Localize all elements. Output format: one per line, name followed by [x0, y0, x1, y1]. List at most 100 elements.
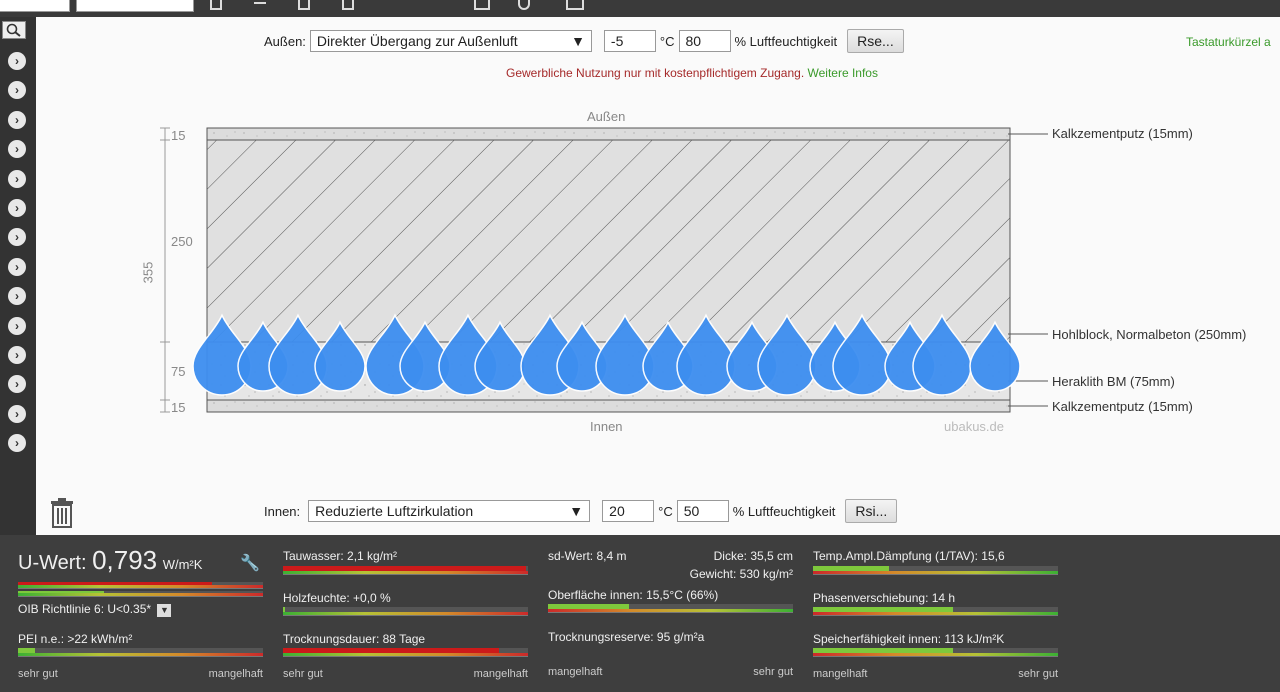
expand-arrow-icon[interactable]: › [8, 257, 26, 276]
speicher-bar [813, 648, 1058, 657]
bar-fill [548, 604, 629, 609]
save-icon[interactable] [342, 0, 354, 10]
new-icon[interactable] [210, 0, 222, 10]
rse-button[interactable]: Rse... [847, 29, 904, 53]
toolbar [0, 0, 1280, 17]
bar-fill [813, 607, 953, 612]
layer-label-2[interactable]: Hohlblock, Normalbeton (250mm) [1052, 327, 1247, 342]
expand-arrow-icon[interactable]: › [8, 316, 26, 335]
gewicht-value: Gewicht: 530 kg/m² [689, 567, 793, 581]
search-icon[interactable] [2, 21, 26, 39]
undo-icon[interactable] [518, 0, 530, 10]
scale-good: sehr gut [753, 666, 793, 678]
layer-label-1[interactable]: Kalkzementputz (15mm) [1052, 126, 1193, 141]
sd-column: sd-Wert: 8,4 m Dicke: 35,5 cm Gewicht: 5… [548, 535, 793, 692]
bar-fill [283, 648, 499, 653]
scale-good: sehr gut [18, 668, 58, 680]
expand-arrow-icon[interactable]: › [8, 52, 26, 70]
moisture-column: Tauwasser: 2,1 kg/m² Holzfeuchte: +0,0 %… [283, 535, 528, 692]
oberflaeche-value: Oberfläche innen: 15,5°C (66%) [548, 588, 719, 602]
inside-temp-input[interactable]: 20 [602, 500, 655, 522]
tav-bar [813, 566, 1058, 575]
thermal-column: Temp.Ampl.Dämpfung (1/TAV): 15,6 Phasenv… [813, 535, 1058, 692]
toolbar-field[interactable] [0, 0, 70, 12]
outside-conditions: Außen: Direkter Übergang zur Außenluft ▼… [264, 29, 904, 53]
outside-temp-unit: °C [659, 33, 675, 49]
oib-requirement[interactable]: OIB Richtlinie 6: U<0.35* ▼ [18, 602, 172, 617]
trash-icon[interactable] [50, 497, 74, 529]
outside-label: Außen: [264, 33, 306, 49]
bar-scale [813, 571, 1058, 574]
dim-layer-2: 250 [171, 234, 193, 249]
phase-value: Phasenverschiebung: 14 h [813, 591, 956, 605]
shortcut-link[interactable]: Tastaturkürzel a [1186, 35, 1271, 49]
layer-label-3[interactable]: Heraklith BM (75mm) [1052, 374, 1175, 389]
bar-scale [813, 612, 1058, 615]
bar-scale [283, 612, 528, 615]
bar-fill [18, 582, 212, 587]
open-icon[interactable] [298, 0, 310, 10]
water-drop-icon [912, 313, 972, 396]
bar-scale [548, 609, 793, 612]
notice-text: Gewerbliche Nutzung nur mit kostenpflich… [506, 66, 805, 80]
expand-arrow-icon[interactable]: › [8, 140, 26, 159]
expand-arrow-icon[interactable]: › [8, 199, 26, 217]
expand-arrow-icon[interactable]: › [8, 110, 26, 129]
wrench-icon[interactable]: 🔧 [240, 555, 260, 572]
expand-arrow-icon[interactable]: › [8, 404, 26, 423]
inside-label: Innen: [264, 503, 301, 519]
license-notice: Gewerbliche Nutzung nur mit kostenpflich… [0, 66, 1280, 80]
expand-arrow-icon[interactable]: › [8, 169, 26, 188]
bar-scale [18, 593, 263, 596]
bar-fill [813, 566, 889, 571]
layer-plaster-inner[interactable] [206, 399, 1011, 413]
rsi-button[interactable]: Rsi... [845, 499, 898, 523]
bar-fill [283, 607, 286, 612]
layer-plaster-outer[interactable] [206, 127, 1011, 141]
water-drop-icon [474, 320, 526, 392]
bar-scale [18, 653, 263, 656]
uwert-unit: W/m²K [162, 557, 203, 572]
expand-arrow-icon[interactable]: › [8, 81, 26, 100]
watermark: ubakus.de [944, 419, 1004, 434]
inside-conditions: Innen: Reduzierte Luftzirkulation ▼ 20 °… [264, 499, 898, 523]
inside-condition-value: Reduzierte Luftzirkulation [315, 503, 474, 519]
expand-arrow-icon[interactable]: › [8, 346, 26, 364]
outside-condition-select[interactable]: Direkter Übergang zur Außenluft ▼ [309, 30, 592, 52]
outside-temp-input[interactable]: -5 [603, 30, 656, 52]
uwert-bar [18, 582, 263, 589]
expand-arrow-icon[interactable]: › [8, 375, 26, 394]
layer-label-4[interactable]: Kalkzementputz (15mm) [1052, 399, 1193, 414]
outside-humidity-input[interactable]: 80 [678, 30, 731, 52]
expand-arrow-icon[interactable]: › [8, 228, 26, 247]
uwert-value: 0,793 [92, 545, 158, 575]
dim-layer-1: 15 [171, 128, 186, 143]
inside-humidity-input[interactable]: 50 [676, 500, 729, 522]
uwert-display[interactable]: U-Wert: 0,793 W/m²K [18, 545, 202, 576]
chevron-down-icon: ▼ [569, 503, 584, 519]
comment-icon[interactable] [566, 0, 584, 10]
scale-bad: mangelhaft [548, 666, 603, 678]
layer-concrete-block[interactable] [206, 139, 1011, 343]
trocknung-value: Trocknungsdauer: 88 Tage [283, 632, 426, 646]
inside-condition-select[interactable]: Reduzierte Luftzirkulation ▼ [308, 500, 591, 522]
outside-humidity-unit: % Luftfeuchtigkeit [734, 33, 838, 49]
dim-layer-4: 15 [171, 400, 186, 415]
menu-icon[interactable] [254, 0, 266, 4]
more-info-link[interactable]: Weitere Infos [807, 66, 878, 80]
left-sidebar: › › › › › › › › › › › › › › [0, 17, 36, 535]
fullscreen-icon[interactable] [474, 0, 490, 10]
dropdown-icon[interactable]: ▼ [157, 604, 172, 617]
inside-side-label: Innen [590, 419, 623, 434]
bar-fill [18, 648, 36, 653]
oib-text: OIB Richtlinie 6: U<0.35* [18, 602, 152, 616]
bar-fill [813, 648, 953, 653]
outside-condition-value: Direkter Übergang zur Außenluft [316, 33, 518, 49]
toolbar-field-2[interactable] [76, 0, 194, 12]
expand-arrow-icon[interactable]: › [8, 287, 26, 306]
holzfeuchte-value: Holzfeuchte: +0,0 % [283, 591, 391, 605]
bar-scale [813, 653, 1058, 656]
expand-arrow-icon[interactable]: › [8, 434, 26, 453]
water-drop-icon [969, 320, 1021, 392]
outside-side-label: Außen [587, 109, 626, 124]
